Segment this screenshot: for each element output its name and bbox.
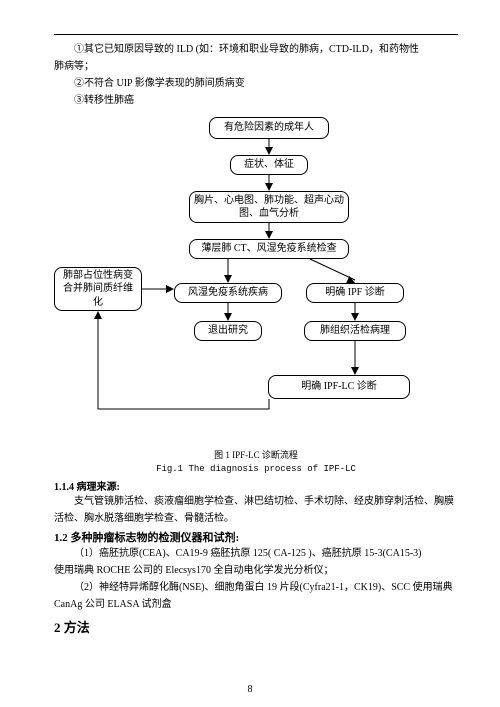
figure-caption: 图 1 IPF-LC 诊断流程 Fig.1 The diagnosis proc…: [54, 449, 458, 476]
flow-node-n8: 肺组织活检病理: [304, 321, 406, 341]
intro-line-4: ③转移性肺癌: [54, 92, 458, 109]
flowchart: 有危险因素的成年人症状、体征胸片、心电图、肺功能、超声心动图、血气分析薄层肺 C…: [54, 117, 458, 447]
flow-node-side: 肺部占位性病变合并肺间质纤维化: [54, 267, 142, 311]
page-number: 8: [0, 684, 500, 695]
figure-caption-cn: 图 1 IPF-LC 诊断流程: [54, 449, 458, 463]
section-1-2-item1a: （1）癌胚抗原(CEA)、CA19-9 癌胚抗原 125( CA-125 )、癌…: [54, 545, 458, 562]
flow-node-n1: 有危险因素的成年人: [209, 117, 329, 139]
flow-arrowhead-9: [351, 367, 359, 375]
section-1-2-item1b: 使用瑞典 ROCHE 公司的 Elecsys170 全自动电化学发光分析仪；: [54, 562, 458, 579]
flow-arrowhead-6: [224, 313, 232, 321]
section-1-2-item2: （2）神经特异烯醇化酶(NSE)、细胞角蛋白 19 片段(Cyfra21-1，C…: [54, 579, 458, 613]
flow-node-n6: 明确 IPF 诊断: [306, 283, 404, 303]
flow-node-n2: 症状、体征: [230, 155, 308, 175]
flow-arrowhead-0: [265, 147, 273, 155]
section-2-head: 2 方法: [54, 617, 458, 636]
flow-node-n9: 明确 IPF-LC 诊断: [268, 375, 410, 399]
flow-arrowhead-7: [351, 313, 359, 321]
flow-node-n5: 风湿免疫系统疾病: [174, 283, 282, 303]
flow-node-n7: 退出研究: [194, 321, 262, 341]
section-1-2-head: 1.2 多种肿瘤标志物的检测仪器和试剂:: [54, 529, 458, 545]
intro-line-3: ②不符合 UIP 影像学表现的肺间质病变: [54, 75, 458, 92]
page: ①其它已知原因导致的 ILD (如：环境和职业导致的肺病，CTD-ILD，和药物…: [0, 0, 500, 707]
flow-arrowhead-5: [166, 285, 174, 293]
flow-edge-4: [310, 259, 355, 280]
flow-arrowhead-3: [224, 275, 232, 283]
flow-arrowhead-1: [265, 183, 273, 191]
section-1-1-4-head: 1.1.4 病理来源:: [54, 478, 458, 493]
flow-arrowhead-2: [265, 231, 273, 239]
flow-node-n4: 薄层肺 CT、风湿免疫系统检查: [189, 239, 349, 259]
horizontal-rule: [54, 34, 458, 35]
flow-arrowhead-8: [94, 311, 102, 319]
flow-node-n3: 胸片、心电图、肺功能、超声心动图、血气分析: [189, 191, 349, 223]
section-1-1-4-body: 支气管镜肺活检、痰液瘤细胞学检查、淋巴结切检、手术切除、经皮肺穿刺活检、胸膜活检…: [54, 493, 458, 527]
intro-line-1: ①其它已知原因导致的 ILD (如：环境和职业导致的肺病，CTD-ILD，和药物…: [54, 41, 458, 58]
intro-line-2: 肺病等；: [54, 58, 458, 75]
figure-caption-en: Fig.1 The diagnosis process of IPF-LC: [54, 463, 458, 477]
